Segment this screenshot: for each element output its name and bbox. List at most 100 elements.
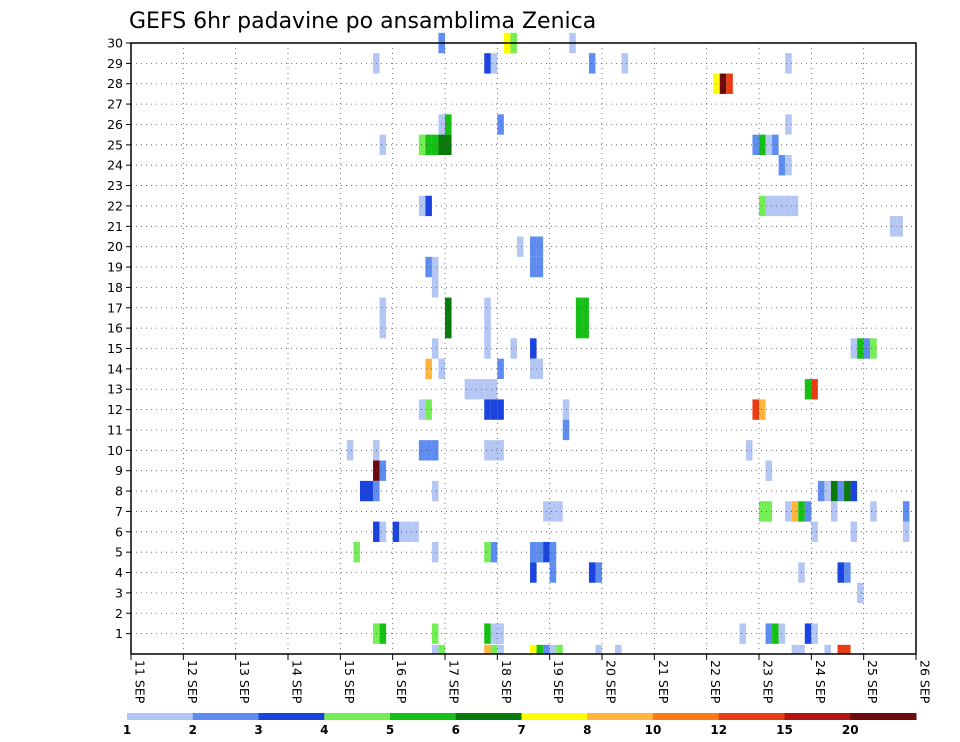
x-tick-label: 26 SEP	[918, 660, 933, 704]
y-tick-label: 10	[107, 443, 123, 458]
y-tick-label: 11	[107, 422, 123, 437]
y-tick-label: 25	[107, 137, 123, 152]
heat-cell	[575, 317, 583, 339]
heat-cell	[772, 195, 779, 217]
heat-cell	[431, 256, 439, 278]
heat-cell	[765, 623, 773, 644]
heat-cell	[497, 114, 504, 135]
colorbar-swatch	[324, 713, 391, 720]
y-tick-label: 12	[107, 402, 123, 417]
heat-cell	[804, 379, 812, 400]
heat-cell	[484, 317, 491, 339]
y-tick-label: 29	[107, 56, 123, 71]
heat-cell	[530, 358, 537, 380]
y-tick-label: 7	[115, 504, 123, 519]
heat-cell	[490, 541, 498, 563]
y-tick-label: 28	[107, 76, 123, 91]
x-tick-label: 20 SEP	[604, 660, 619, 704]
heat-cell	[621, 53, 629, 74]
heat-cell	[804, 623, 812, 644]
y-tick-label: 15	[107, 341, 123, 356]
heat-cell	[497, 440, 504, 461]
heat-cell	[484, 338, 491, 359]
heat-cell	[837, 480, 845, 502]
heat-cell	[425, 256, 432, 278]
heat-cell	[484, 379, 491, 400]
heat-cell	[615, 644, 622, 654]
y-tick-label: 16	[107, 321, 123, 336]
heat-cell	[405, 521, 413, 542]
heat-cell	[477, 379, 485, 400]
heat-cell	[556, 501, 563, 522]
colorbar-swatch	[127, 713, 194, 720]
x-tick-label: 13 SEP	[237, 660, 252, 704]
gridlines	[131, 43, 916, 654]
colorbar: 1 2 3 4 5 6 7 8 10 12 15 20	[123, 713, 917, 737]
heat-cell	[418, 399, 426, 420]
heat-cell	[490, 440, 498, 461]
heat-cell	[752, 134, 759, 156]
colorbar-swatch	[390, 713, 457, 720]
heat-cell	[445, 114, 452, 135]
x-tick-label: 22 SEP	[708, 660, 723, 704]
heat-cell	[785, 195, 792, 217]
heat-cell	[785, 114, 792, 135]
y-tick-label: 20	[107, 239, 123, 254]
heat-cell	[549, 541, 557, 563]
heat-cell	[431, 134, 439, 156]
heat-cell	[830, 501, 838, 522]
heat-cell	[379, 317, 387, 339]
heat-cell	[857, 338, 864, 359]
y-tick-label: 9	[115, 463, 123, 478]
heat-cell	[556, 644, 563, 654]
heat-cell	[844, 562, 851, 583]
heat-cell	[536, 236, 544, 257]
heat-cell	[759, 134, 766, 156]
heat-cell	[530, 338, 537, 359]
heat-cell	[425, 195, 432, 217]
heat-cell	[759, 501, 766, 522]
colorbar-swatch	[521, 713, 588, 720]
heat-cell	[870, 501, 877, 522]
x-tick-label: 12 SEP	[185, 660, 200, 704]
heat-cell	[425, 399, 432, 420]
heat-cell	[830, 480, 838, 502]
heat-cell	[484, 623, 491, 644]
y-tick-label: 3	[115, 585, 123, 600]
heat-cell	[366, 480, 374, 502]
colorbar-label: 5	[386, 723, 394, 737]
colorbar-swatch	[850, 713, 917, 720]
heat-cell	[379, 134, 387, 156]
y-tick-label: 23	[107, 178, 123, 193]
x-tick-label: 11 SEP	[133, 660, 148, 704]
heat-cell	[471, 379, 478, 400]
colorbar-swatch	[455, 713, 522, 720]
heat-cell	[791, 195, 799, 217]
heat-cell	[791, 644, 799, 654]
colorbar-label: 10	[645, 723, 662, 737]
heat-cell	[785, 53, 792, 74]
heat-cell	[759, 399, 766, 420]
heat-cell	[490, 399, 498, 420]
heat-cell	[399, 521, 406, 542]
heat-cell	[530, 644, 537, 654]
heat-cell	[726, 73, 733, 94]
y-tick-label: 17	[107, 300, 123, 315]
heat-cell	[418, 134, 426, 156]
heat-cell	[418, 440, 426, 461]
heat-cell	[490, 644, 498, 654]
heat-cell	[490, 379, 498, 400]
colorbar-label: 6	[452, 723, 460, 737]
heat-cell	[438, 644, 445, 654]
heat-cell	[530, 236, 537, 257]
heat-cell	[464, 379, 472, 400]
heat-cell	[431, 644, 439, 654]
heat-cell	[431, 480, 439, 502]
x-tick-label: 25 SEP	[865, 660, 880, 704]
y-tick-label: 27	[107, 97, 123, 112]
heat-cell	[824, 644, 831, 654]
heat-cell	[431, 440, 439, 461]
heat-cell	[549, 501, 557, 522]
heat-cell	[490, 53, 498, 74]
y-tick-label: 14	[107, 361, 123, 376]
